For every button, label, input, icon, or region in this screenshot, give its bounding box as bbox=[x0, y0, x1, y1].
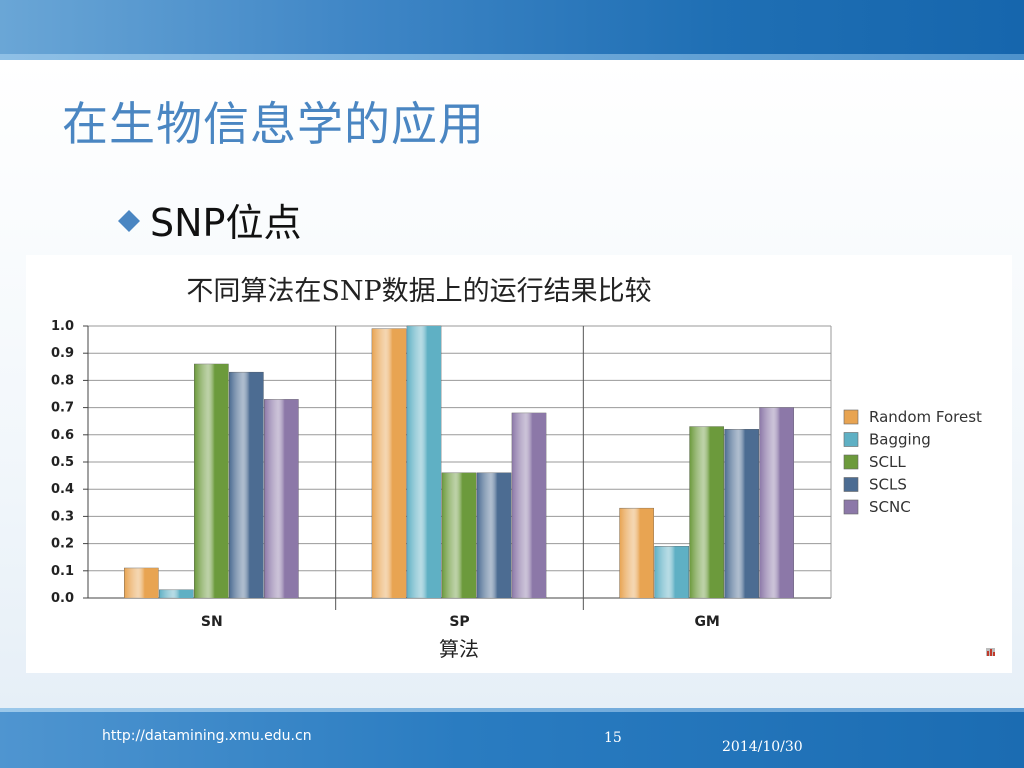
footer-url: http://datamining.xmu.edu.cn bbox=[102, 728, 312, 744]
small-bar-chart-icon bbox=[986, 648, 995, 656]
x-tick-label: SN bbox=[201, 614, 223, 630]
legend-label: SCNC bbox=[869, 498, 911, 516]
top-banner bbox=[0, 0, 1024, 60]
x-tick-labels: SN SP GM bbox=[201, 614, 720, 630]
bar-shading bbox=[407, 326, 441, 598]
legend-swatch bbox=[843, 409, 859, 425]
bar-shading bbox=[229, 372, 264, 598]
bar-shading bbox=[264, 399, 299, 598]
x-tick-label: GM bbox=[694, 614, 719, 630]
y-tick-label: 0.1 bbox=[51, 564, 74, 579]
slide-title: 在生物信息学的应用 bbox=[62, 97, 485, 151]
y-tick-label: 0.5 bbox=[51, 455, 74, 470]
bullet-line: SNP位点 bbox=[118, 192, 301, 247]
bar-shading bbox=[512, 413, 546, 598]
bar-shading bbox=[159, 589, 194, 598]
y-tick-label: 0.6 bbox=[51, 428, 74, 443]
y-tick-label: 0.8 bbox=[51, 373, 74, 388]
bar-shading bbox=[619, 508, 654, 598]
bar-shading bbox=[689, 426, 724, 598]
legend-label: Bagging bbox=[869, 431, 931, 449]
diamond-bullet-icon bbox=[118, 209, 140, 232]
legend-swatch bbox=[843, 477, 859, 492]
y-tick-label: 0.0 bbox=[51, 591, 74, 606]
bar-shading bbox=[654, 546, 689, 598]
x-tick-label: SP bbox=[449, 614, 469, 630]
y-tick-labels: 0.0 0.1 0.2 0.3 0.4 0.5 0.6 0.7 0.8 0.9 1.0 bbox=[51, 319, 74, 606]
bullet-text: SNP位点 bbox=[150, 201, 302, 245]
bar-shading bbox=[759, 407, 794, 598]
chart-panel: 0.0 0.1 0.2 0.3 0.4 0.5 0.6 0.7 0.8 0.9 1.0 SN SP GM… bbox=[26, 255, 1012, 673]
bar-shading bbox=[442, 472, 476, 598]
legend: Random Forest Bagging SCLL SCLS SCNC bbox=[843, 408, 982, 516]
bar-shading bbox=[477, 472, 511, 598]
y-tick-label: 0.9 bbox=[51, 346, 74, 361]
bottom-banner bbox=[0, 708, 1024, 768]
chart-title: 不同算法在SNP数据上的运行结果比较 bbox=[186, 276, 651, 307]
legend-label: Random Forest bbox=[869, 408, 982, 426]
legend-swatch bbox=[843, 454, 859, 470]
legend-label: SCLL bbox=[869, 453, 906, 471]
y-tick-label: 0.7 bbox=[51, 401, 74, 416]
bar-shading bbox=[194, 364, 229, 598]
footer-page-number: 15 bbox=[604, 730, 622, 746]
y-tick-label: 0.4 bbox=[51, 482, 74, 497]
y-tick-label: 0.3 bbox=[51, 509, 74, 524]
bar-shading bbox=[724, 429, 759, 598]
bar-shading bbox=[124, 568, 159, 598]
legend-swatch bbox=[843, 432, 859, 447]
y-tick-label: 0.2 bbox=[51, 537, 74, 552]
footer-date: 2014/10/30 bbox=[722, 739, 803, 755]
bars bbox=[124, 325, 794, 599]
axes bbox=[83, 325, 832, 610]
bar-chart: 0.0 0.1 0.2 0.3 0.4 0.5 0.6 0.7 0.8 0.9 1.0 SN SP GM… bbox=[51, 276, 995, 661]
y-tick-label: 1.0 bbox=[51, 319, 74, 334]
x-axis-label: 算法 bbox=[439, 637, 479, 661]
legend-label: SCLS bbox=[869, 476, 907, 494]
legend-swatch bbox=[843, 499, 859, 515]
bar-shading bbox=[372, 328, 406, 598]
